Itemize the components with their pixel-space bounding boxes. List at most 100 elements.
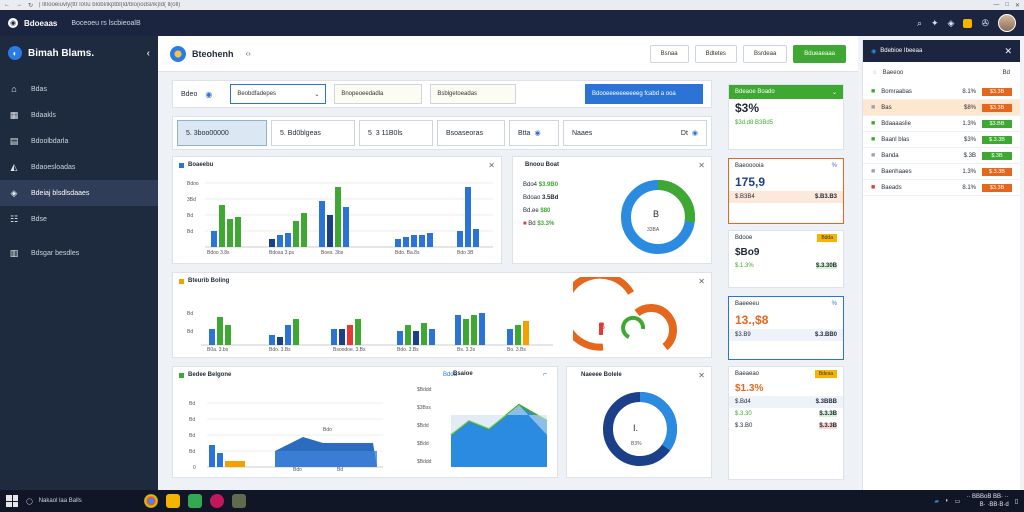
search-icon[interactable]: ⌕ <box>916 17 922 28</box>
browser-toolbar: ← → ↻ | ll0ooeiuvly(ttr lo0u blobl/ikptb… <box>0 0 1024 10</box>
x-tick: Bsoodoe. 3.Bs <box>333 347 366 353</box>
segment-3[interactable]: 5 3 11B0ls <box>359 120 433 146</box>
table-row[interactable]: ■ Banda $.3B $.3B <box>863 148 1020 164</box>
segment-5[interactable]: Btta ◉ <box>509 120 559 146</box>
y-tick: Bd <box>189 401 196 407</box>
notifications-icon[interactable]: ▯ <box>1014 498 1018 505</box>
filter-action-button[interactable]: Bdooeeeeeeeeeeg fcabd a ooa <box>585 84 703 104</box>
info-icon: ◌ <box>873 70 877 76</box>
x-tick: Bd <box>337 467 344 473</box>
kpi-sub: $3d.d8 B3Bd5 <box>735 120 774 126</box>
user-menu-icon[interactable]: ✇ <box>981 17 989 28</box>
segment-1[interactable]: 5. 3boo00000 <box>177 120 267 146</box>
donut2-title: Naeeee Bolele <box>581 372 622 378</box>
head-button-3[interactable]: Bsrdeaa <box>742 44 788 63</box>
app-icon-chrome[interactable] <box>144 494 158 508</box>
reload-icon[interactable]: ↻ <box>28 2 34 9</box>
table-row[interactable]: ■ Baanl blas $3% $.3.3B <box>863 132 1020 148</box>
app-icon-folder[interactable] <box>166 494 180 508</box>
volume-icon[interactable]: ◗ <box>945 498 949 504</box>
table-row[interactable]: ■ Bas $8% $3.3B <box>863 100 1020 116</box>
sidebar-item-layers[interactable]: ◈ Bdeiaj blsdlsdaaes <box>0 180 158 206</box>
kpi-value: 13.,$8 <box>735 313 769 327</box>
avatar[interactable] <box>998 14 1016 32</box>
status-badge: $.3.3B <box>982 167 1012 176</box>
stat-row: Bdoao 3.5Bd <box>523 195 559 201</box>
segment-4[interactable]: Bsoaseoras <box>437 120 505 146</box>
doc-icon: ▤ <box>9 135 19 146</box>
table-row[interactable]: ■ Baenhaaes 1.3% $.3.3B <box>863 164 1020 180</box>
stats-card-title: Bnoou Boat <box>525 162 559 168</box>
kpi-row: $.3.B0 $.3.3B <box>735 423 837 429</box>
sidebar-item-settings[interactable]: ▥ Bdsgar besdles <box>9 247 80 258</box>
battery-icon[interactable]: ▭ <box>954 498 961 505</box>
notification-icon[interactable]: ◈ <box>947 17 955 28</box>
close-icon[interactable]: ✕ <box>698 160 705 170</box>
address-bar[interactable]: | ll0ooeiuvly(ttr lo0u blobl/ikptbl(ld/b… <box>39 2 181 8</box>
area-chart-2 <box>450 403 548 467</box>
users-icon: ☷ <box>9 213 19 224</box>
segment-2[interactable]: 5. Bd0blgeas <box>271 120 355 146</box>
app-icon-sheets[interactable] <box>188 494 202 508</box>
close-icon[interactable]: ✕ <box>488 160 495 170</box>
y-tick: $Bddd <box>417 459 432 465</box>
maximize-icon[interactable]: □ <box>1005 2 1009 8</box>
info-icon[interactable]: ⌐ <box>543 371 548 378</box>
clock-date[interactable]: B· ·BB·B·d <box>979 502 1009 508</box>
kpi-card-2[interactable]: Baeooooia% 175,9 $.B3B4 $.B3.B3 <box>728 158 844 224</box>
head-button-2[interactable]: Bdtetes <box>694 44 737 63</box>
bar-chart-card-1: Boaeebu ✕ <box>172 156 502 264</box>
kpi-row: $.1.3% $.3.30B <box>735 263 837 269</box>
info-icon[interactable]: ◉ <box>205 89 213 99</box>
table-row[interactable]: ■ Bdaaaaslie 1.3% $3.BB <box>863 116 1020 132</box>
head-button-1[interactable]: Bsnaa <box>649 44 689 63</box>
close-icon[interactable]: ✕ <box>698 370 705 380</box>
row-name: Bomraabas <box>881 88 912 95</box>
sidebar-item-grid[interactable]: ▦ Bdaakls <box>9 109 56 120</box>
nav-arrows-icon[interactable]: ‹› <box>245 49 251 58</box>
sidebar-header: ◐ Bimah Blams. ‹ <box>0 36 158 70</box>
chevron-down-icon: ⌄ <box>314 91 320 98</box>
dashboard-logo-icon <box>170 45 186 62</box>
bar-chart-2 <box>201 313 553 346</box>
x-tick: Bdosa 3.ps <box>269 250 295 256</box>
kpi-card-3[interactable]: Bdooe Bdda $Bo9 $.1.3% $.3.30B <box>728 230 844 288</box>
app-brand[interactable]: ◉ Bdoeaas <box>8 18 57 28</box>
taskbar-search[interactable]: ◯ Nakaol laa Balls <box>26 498 82 505</box>
kpi-value: $3% <box>735 101 760 115</box>
network-icon[interactable]: ▰ <box>934 498 940 505</box>
app-icon-dashboard[interactable] <box>232 494 246 508</box>
app-icon-media[interactable] <box>210 494 224 508</box>
x-tick: Bo. 3.Bs <box>507 347 526 353</box>
close-window-icon[interactable]: ✕ <box>1014 2 1020 9</box>
close-icon[interactable]: ✕ <box>1004 45 1012 56</box>
kpi-card-5[interactable]: Baeaeao Bdesa $1.3% $.Bd4 $.3BBB $.3.30 $.3… <box>728 366 844 480</box>
sidebar-item-charts[interactable]: ◭ Bdaoesloadas <box>10 161 76 172</box>
filter-select-1[interactable]: Beobdfadepes ⌄ <box>230 84 327 104</box>
back-icon[interactable]: ← <box>4 2 10 8</box>
row-value: 1.3% <box>962 120 976 127</box>
filter-select-2[interactable]: Bnopeoeedadla <box>334 84 423 104</box>
app-header: ◉ Bdoeaas Boceoeu rs lscbieoalB ⌕ ✦ ◈ ✇ <box>0 10 1024 36</box>
sidebar-item-users[interactable]: ☷ Bdse <box>9 213 47 224</box>
sidebar-item-docs[interactable]: ▤ Bdoolbdarla <box>9 135 69 146</box>
table-row[interactable]: ■ Baeads 8.1% $3.3B <box>863 180 1020 196</box>
forward-icon[interactable]: → <box>16 2 22 8</box>
kpi-card-1[interactable]: Bdeaoe Boado ⌄ $3% $3d.d8 B3Bd5 <box>728 84 844 150</box>
sidebar-logo-icon: ◐ <box>8 46 22 60</box>
clock-time[interactable]: ·· BBBoB BB· ·· <box>966 494 1009 500</box>
primary-action-button[interactable]: Bdueaeaaa <box>793 44 846 63</box>
system-tray: ▰ ◗ ▭ ·· BBBoB BB· ·· B· ·BB·B·d ▯ <box>934 493 1018 509</box>
minimize-icon[interactable]: — <box>993 2 1000 8</box>
alert-badge[interactable] <box>963 18 973 28</box>
collapse-sidebar-icon[interactable]: ‹ <box>146 47 150 59</box>
star-icon[interactable]: ✦ <box>930 17 939 28</box>
close-icon[interactable]: ✕ <box>698 276 705 286</box>
filter-select-3[interactable]: Bsblgetoeadas <box>430 84 517 104</box>
sidebar-item-home[interactable]: ⌂ Bdas <box>0 76 158 102</box>
kpi-card-4[interactable]: Baeeeeu% 13.,$8 $3.B9 $.3.BB0 <box>728 296 844 360</box>
segment-6[interactable]: Naaes Dt ◉ <box>563 120 707 146</box>
start-icon[interactable] <box>6 495 18 507</box>
kpi-row: $.B3B4 $.B3.B3 <box>729 191 843 203</box>
table-row[interactable]: ■ Bomraabas 8.1% $3.3B <box>863 84 1020 100</box>
